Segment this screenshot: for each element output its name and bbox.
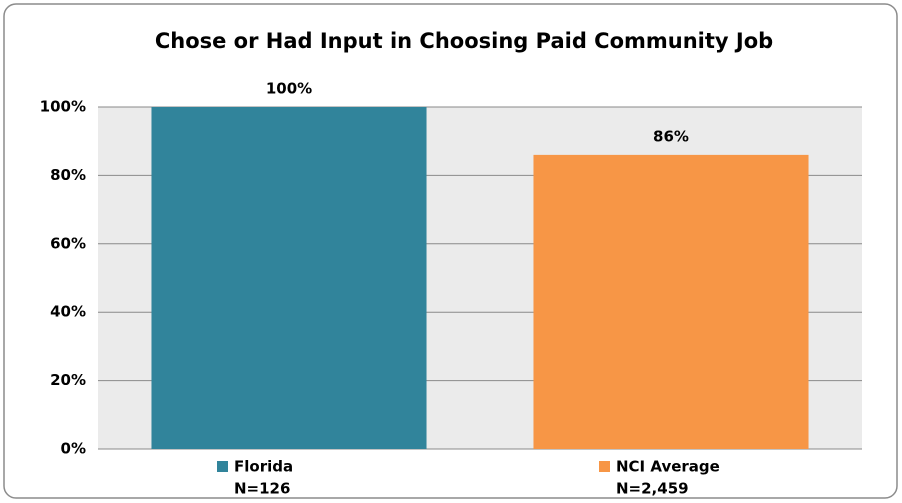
bar [151, 107, 427, 449]
x-tick-label: Florida [234, 458, 293, 476]
y-tick-label: 100% [40, 98, 86, 116]
category-note: N=126 [234, 480, 290, 498]
chart-title: Chose or Had Input in Choosing Paid Comm… [155, 29, 773, 53]
legend-swatch [217, 461, 228, 472]
y-tick-label: 20% [50, 371, 86, 389]
bar [533, 154, 809, 449]
x-tick-label: NCI Average [616, 458, 720, 476]
value-label: 100% [266, 80, 312, 98]
y-tick-label: 40% [50, 303, 86, 321]
y-tick-label: 80% [50, 166, 86, 184]
y-tick-label: 0% [61, 440, 86, 458]
y-tick-label: 60% [50, 234, 86, 252]
value-label: 86% [653, 127, 689, 145]
legend-swatch [599, 461, 610, 472]
category-note: N=2,459 [616, 480, 689, 498]
